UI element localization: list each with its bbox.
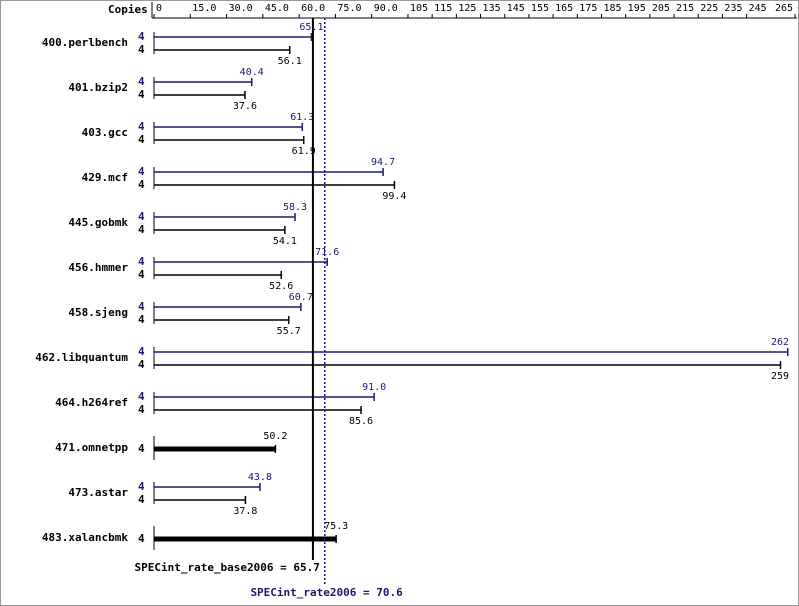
x-tick-label: 0: [156, 3, 162, 14]
value-label: 75.3: [324, 521, 348, 532]
value-label: 61.9: [292, 146, 316, 157]
copies-label: 4: [138, 300, 145, 313]
value-label: 85.6: [349, 416, 373, 427]
x-tick-label: 45.0: [265, 3, 289, 14]
value-label: 259: [771, 371, 789, 382]
value-label: 54.1: [273, 236, 297, 247]
value-label: 99.4: [382, 191, 406, 202]
copies-label: 4: [138, 223, 145, 236]
value-label: 50.2: [263, 431, 287, 442]
copies-label: 4: [138, 390, 145, 403]
category-label: 473.astar: [68, 486, 128, 499]
category-label: 400.perlbench: [42, 36, 128, 49]
x-tick-label: 175: [579, 3, 597, 14]
copies-label: 4: [138, 88, 145, 101]
x-tick-label: 165: [555, 3, 573, 14]
reference-label: SPECint_rate2006 = 70.6: [250, 586, 403, 599]
copies-label: 4: [138, 493, 145, 506]
copies-label: 4: [138, 133, 145, 146]
category-label: 483.xalancbmk: [42, 531, 128, 544]
x-tick-label: 235: [724, 3, 742, 14]
x-tick-label: 205: [652, 3, 670, 14]
x-tick-label: 145: [507, 3, 525, 14]
value-label: 61.3: [290, 112, 314, 123]
x-tick-label: 215: [676, 3, 694, 14]
value-label: 37.6: [233, 101, 257, 112]
x-tick-label: 185: [603, 3, 621, 14]
copies-label: 4: [138, 403, 145, 416]
x-tick-label: 60.0: [301, 3, 325, 14]
copies-label: 4: [138, 358, 145, 371]
copies-label: 4: [138, 210, 145, 223]
value-label: 58.3: [283, 202, 307, 213]
copies-label: 4: [138, 532, 145, 545]
x-tick-label: 115: [434, 3, 452, 14]
copies-label: 4: [138, 345, 145, 358]
value-label: 56.1: [278, 56, 302, 67]
category-label: 403.gcc: [82, 126, 128, 139]
x-tick-label: 125: [458, 3, 476, 14]
reference-label: SPECint_rate_base2006 = 65.7: [134, 561, 319, 574]
value-label: 37.8: [233, 506, 257, 517]
x-tick-label: 30.0: [229, 3, 253, 14]
x-tick-label: 90.0: [374, 3, 398, 14]
category-label: 458.sjeng: [68, 306, 128, 319]
category-label: 456.hmmer: [68, 261, 128, 274]
value-label: 43.8: [248, 472, 272, 483]
category-label: 471.omnetpp: [55, 441, 128, 454]
category-label: 429.mcf: [82, 171, 128, 184]
category-label: 445.gobmk: [68, 216, 128, 229]
x-tick-label: 225: [700, 3, 718, 14]
copies-label: 4: [138, 178, 145, 191]
x-tick-label: 195: [628, 3, 646, 14]
category-label: 462.libquantum: [35, 351, 128, 364]
category-label: 401.bzip2: [68, 81, 128, 94]
copies-label: 4: [138, 255, 145, 268]
x-tick-label: 15.0: [192, 3, 216, 14]
x-tick-label: 265: [775, 3, 793, 14]
copies-label: 4: [138, 43, 145, 56]
copies-label: 4: [138, 120, 145, 133]
value-label: 55.7: [277, 326, 301, 337]
copies-label: 4: [138, 165, 145, 178]
copies-label: 4: [138, 313, 145, 326]
value-label: 60.7: [289, 292, 313, 303]
copies-label: 4: [138, 268, 145, 281]
x-tick-label: 135: [483, 3, 501, 14]
x-tick-label: 245: [749, 3, 767, 14]
category-label: 464.h264ref: [55, 396, 128, 409]
x-tick-label: 75.0: [337, 3, 361, 14]
value-label: 71.6: [315, 247, 339, 258]
copies-label: 4: [138, 75, 145, 88]
copies-label: 4: [138, 480, 145, 493]
copies-label: 4: [138, 30, 145, 43]
value-label: 91.0: [362, 382, 386, 393]
x-tick-label: 105: [410, 3, 428, 14]
copies-header: Copies: [108, 3, 148, 16]
value-label: 52.6: [269, 281, 293, 292]
value-label: 65.1: [299, 22, 323, 33]
value-label: 262: [771, 337, 789, 348]
value-label: 40.4: [240, 67, 264, 78]
value-label: 94.7: [371, 157, 395, 168]
x-tick-label: 155: [531, 3, 549, 14]
copies-label: 4: [138, 442, 145, 455]
